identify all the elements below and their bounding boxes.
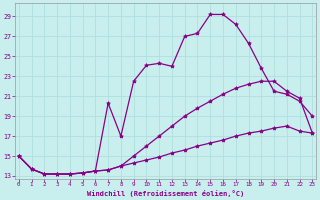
X-axis label: Windchill (Refroidissement éolien,°C): Windchill (Refroidissement éolien,°C) <box>87 190 244 197</box>
